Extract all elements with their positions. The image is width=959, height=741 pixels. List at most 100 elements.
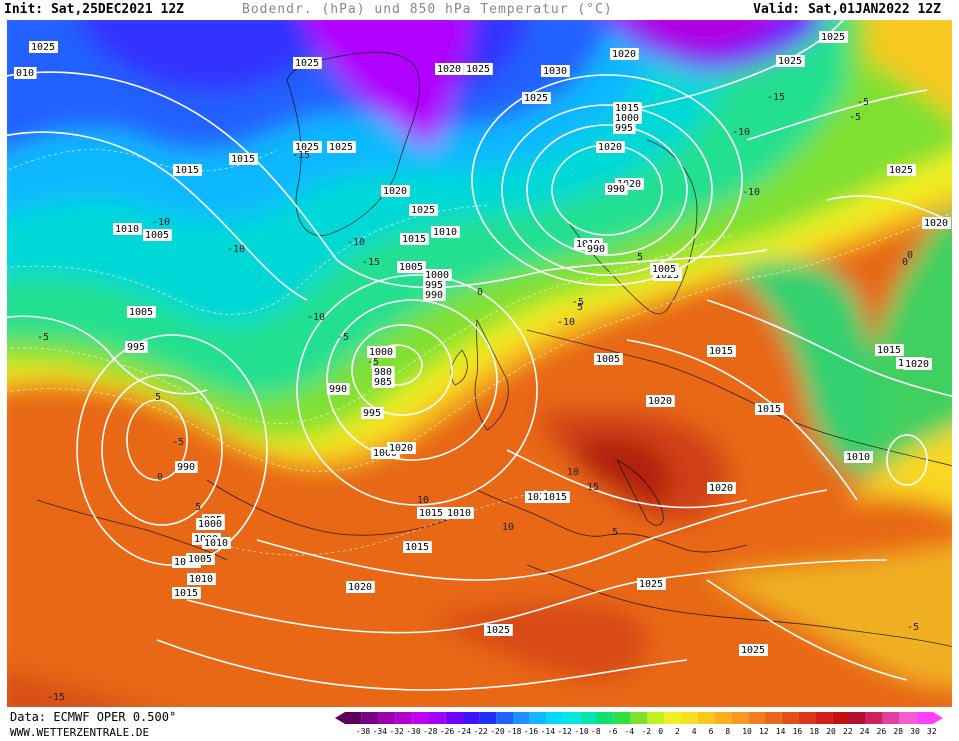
pressure-label-bg xyxy=(585,243,608,255)
scale-swatch xyxy=(647,712,665,724)
pressure-label: 1025 xyxy=(821,32,845,43)
pressure-label: 995 xyxy=(425,280,443,291)
pressure-label-bg xyxy=(445,507,474,519)
scale-tick-label: 6 xyxy=(709,727,714,736)
temperature-label: 5 xyxy=(155,392,161,403)
scale-tick-label: -10 xyxy=(574,727,589,736)
scale-swatch xyxy=(445,712,463,724)
pressure-label: 995 xyxy=(615,123,633,134)
pressure-labels: 1015010102510251025102010251030102510201… xyxy=(14,31,951,656)
pressure-label-bg xyxy=(172,587,201,599)
scale-swatch xyxy=(697,712,715,724)
pressure-label: 1015 xyxy=(175,165,199,176)
temperature-label: -15 xyxy=(47,692,65,703)
pressure-label: 1015 xyxy=(543,492,567,503)
pressure-label-bg xyxy=(403,541,432,553)
pressure-label: 990 xyxy=(587,244,605,255)
pressure-label-bg xyxy=(127,306,156,318)
pressure-label-bg xyxy=(755,403,784,415)
scale-tick-label: -14 xyxy=(541,727,556,736)
color-scale-swatches xyxy=(335,712,943,724)
pressure-label-bg xyxy=(327,141,356,153)
scale-tick-label: -16 xyxy=(524,727,539,736)
pressure-label-bg xyxy=(541,65,570,77)
pressure-label-bg xyxy=(143,229,172,241)
scale-swatch xyxy=(479,712,497,724)
scale-swatch xyxy=(378,712,396,724)
scale-swatch xyxy=(361,712,379,724)
scale-tick-label: 32 xyxy=(927,727,937,736)
scale-tick-label: -2 xyxy=(641,727,651,736)
pressure-label-bg xyxy=(229,153,258,165)
pressure-label: 1025 xyxy=(295,58,319,69)
pressure-label: 980 xyxy=(374,367,392,378)
scale-tick-label: 24 xyxy=(860,727,870,736)
coastlines xyxy=(36,51,952,647)
pressure-label: 1010 xyxy=(433,227,457,238)
temperature-label: -5 xyxy=(367,357,379,368)
temperature-label: -5 xyxy=(572,297,584,308)
pressure-label: 1020 xyxy=(598,142,622,153)
pressure-label: 1020 xyxy=(437,64,461,75)
scale-tick-label: 14 xyxy=(776,727,786,736)
pressure-label: 1010 xyxy=(115,224,139,235)
pressure-label-bg xyxy=(646,395,675,407)
pressure-label: 1005 xyxy=(596,354,620,365)
scale-tick-label: 26 xyxy=(877,727,887,736)
pressure-label: 1020 xyxy=(348,582,372,593)
scale-swatch xyxy=(865,712,883,724)
scale-tick-label: 16 xyxy=(793,727,803,736)
pressure-label: 1000 xyxy=(198,519,222,530)
pressure-label: 990 xyxy=(177,462,195,473)
color-scale-ticks: -38 -34 -32 -30 -28 -26 -24 -22 -20 -18 -16 -14 -12-… xyxy=(356,727,937,736)
scale-tick-label: -28 xyxy=(423,727,438,736)
pressure-label-bg xyxy=(423,279,446,291)
scale-swatch xyxy=(815,712,833,724)
temperature-label: -10 xyxy=(557,317,575,328)
pressure-label: 1030 xyxy=(543,66,567,77)
pressure-label-bg xyxy=(361,407,384,419)
pressure-label-bg xyxy=(613,102,642,114)
scale-swatch xyxy=(496,712,513,724)
pressure-label: 1020 xyxy=(924,218,948,229)
pressure-label: 995 xyxy=(127,342,145,353)
website-link[interactable]: WWW.WETTERZENTRALE.DE xyxy=(10,726,150,739)
pressure-label: 1025 xyxy=(889,165,913,176)
scale-swatch xyxy=(916,712,933,724)
scale-tick-label: 20 xyxy=(826,727,836,736)
scale-swatch xyxy=(546,712,564,724)
scale-swatch xyxy=(563,712,581,724)
scale-tick-label: 30 xyxy=(910,727,920,736)
pressure-label-bg xyxy=(610,48,639,60)
pressure-label: 1020 xyxy=(612,49,636,60)
pressure-label-bg xyxy=(887,164,916,176)
scale-swatch xyxy=(630,712,648,724)
scale-swatch xyxy=(580,712,597,724)
temperature-label: 0 xyxy=(477,287,483,298)
pressure-label: 1025 xyxy=(655,270,679,281)
temperature-label: 10 xyxy=(502,522,514,533)
temperature-label: -10 xyxy=(742,187,760,198)
temperature-label: -5 xyxy=(907,622,919,633)
pressure-label-bg xyxy=(387,442,416,454)
temperature-contours xyxy=(7,149,952,556)
pressure-label: 010 xyxy=(16,68,34,79)
scale-tick-label: -24 xyxy=(457,727,472,736)
temperature-label: -10 xyxy=(227,244,245,255)
pressure-label: 1025 xyxy=(329,142,353,153)
pressure-label: 1015 xyxy=(757,404,781,415)
pressure-label-bg xyxy=(431,226,460,238)
pressure-label: 985 xyxy=(374,377,392,388)
pressure-label-bg xyxy=(594,353,623,365)
pressure-label: 990 xyxy=(329,384,347,395)
pressure-label-bg xyxy=(175,461,198,473)
temperature-label: -5 xyxy=(337,332,349,343)
pressure-label: 1005 xyxy=(652,264,676,275)
pressure-label-bg xyxy=(125,341,148,353)
pressure-label: 1025 xyxy=(466,64,490,75)
pressure-label: 1020 xyxy=(389,443,413,454)
pressure-label: 1010 xyxy=(846,452,870,463)
pressure-label-bg xyxy=(346,581,375,593)
pressure-label: 1020 xyxy=(617,179,641,190)
temperature-label: 15 xyxy=(587,482,599,493)
